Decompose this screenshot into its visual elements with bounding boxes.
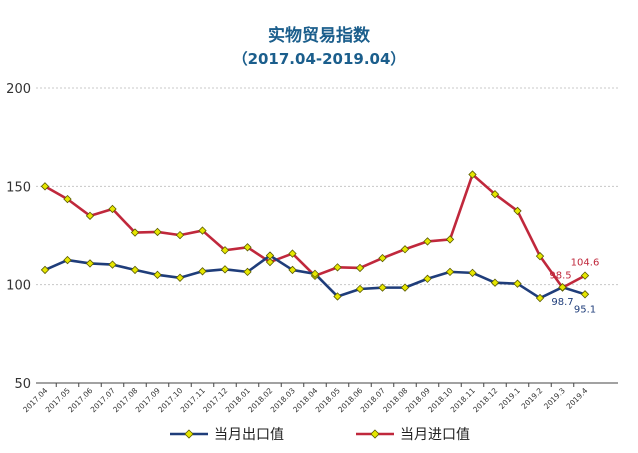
- y-tick-label: 150: [6, 180, 31, 195]
- data-point-0-1: [63, 255, 72, 265]
- series-markers: [40, 170, 590, 303]
- data-point-0-3: [108, 260, 117, 269]
- data-point-0-14: [355, 284, 365, 294]
- data-point-1-21: [513, 206, 522, 216]
- data-point-0-18: [445, 267, 455, 277]
- data-point-0-23: [558, 283, 567, 292]
- data-point-1-8: [220, 246, 230, 255]
- grid-lines: [36, 87, 618, 286]
- data-point-0-13: [333, 292, 342, 301]
- data-label: 104.6: [571, 258, 600, 269]
- data-point-1-5: [153, 227, 162, 237]
- data-point-0-24: [580, 290, 590, 299]
- data-point-0-12: [310, 269, 320, 279]
- data-point-0-7: [198, 267, 207, 276]
- legend: 当月出口值 当月进口值: [170, 427, 470, 443]
- data-point-1-15: [378, 253, 387, 263]
- data-point-1-1: [63, 194, 72, 204]
- data-label: 98.7: [551, 297, 573, 308]
- data-point-0-21: [513, 279, 522, 288]
- data-point-1-18: [445, 235, 455, 244]
- x-tick-label: 2018.12: [471, 386, 499, 414]
- data-point-0-20: [490, 278, 500, 287]
- data-point-1-22: [535, 251, 545, 261]
- chart-subtitle: （2017.04-2019.04）: [233, 50, 406, 68]
- data-point-0-19: [468, 268, 477, 278]
- data-point-0-15: [378, 283, 387, 292]
- data-label: 98.5: [549, 271, 571, 282]
- data-point-1-3: [108, 204, 117, 214]
- y-tick-label: 200: [6, 82, 31, 97]
- data-point-0-0: [40, 265, 50, 275]
- data-point-1-13: [333, 263, 342, 272]
- x-tick-label: 2019.3: [542, 386, 567, 411]
- data-point-1-16: [400, 245, 410, 254]
- y-tick-label: 50: [14, 377, 31, 392]
- data-point-1-11: [288, 249, 297, 258]
- legend-label: 当月出口值: [214, 427, 284, 443]
- chart-title: 实物贸易指数: [268, 25, 371, 46]
- data-point-0-6: [175, 273, 185, 282]
- data-point-1-19: [468, 170, 477, 179]
- data-point-1-4: [130, 228, 140, 237]
- y-tick-label: 100: [6, 279, 31, 294]
- data-point-0-4: [130, 265, 140, 275]
- data-point-0-9: [243, 267, 252, 277]
- x-tick-label: 2019.2: [519, 386, 544, 411]
- data-point-1-14: [355, 263, 365, 273]
- x-tick-label: 2019.4: [564, 386, 589, 411]
- data-point-0-22: [535, 293, 545, 303]
- data-point-0-11: [288, 265, 297, 275]
- data-point-1-7: [198, 226, 207, 235]
- data-point-0-17: [423, 274, 432, 283]
- data-point-1-20: [490, 190, 500, 199]
- data-point-1-17: [423, 237, 432, 246]
- legend-label: 当月进口值: [400, 427, 470, 443]
- data-point-1-10: [265, 257, 275, 267]
- data-label: 95.1: [574, 304, 596, 315]
- data-point-0-2: [85, 259, 95, 268]
- legend-marker-1: [370, 429, 380, 439]
- x-axis: 2017.042017.052017.062017.072017.082017.…: [21, 383, 590, 414]
- data-point-1-0: [40, 182, 50, 191]
- data-point-1-2: [85, 211, 95, 220]
- y-axis: 50 100 150 200: [6, 82, 31, 392]
- data-point-1-6: [175, 230, 185, 240]
- data-point-0-10: [265, 251, 275, 260]
- legend-marker-0: [184, 429, 194, 439]
- data-point-1-9: [243, 243, 252, 252]
- data-point-0-5: [153, 270, 162, 279]
- x-tick-label: 2019.1: [497, 386, 522, 411]
- data-point-0-8: [220, 265, 230, 274]
- data-point-1-24: [580, 271, 590, 280]
- data-point-0-16: [400, 283, 410, 292]
